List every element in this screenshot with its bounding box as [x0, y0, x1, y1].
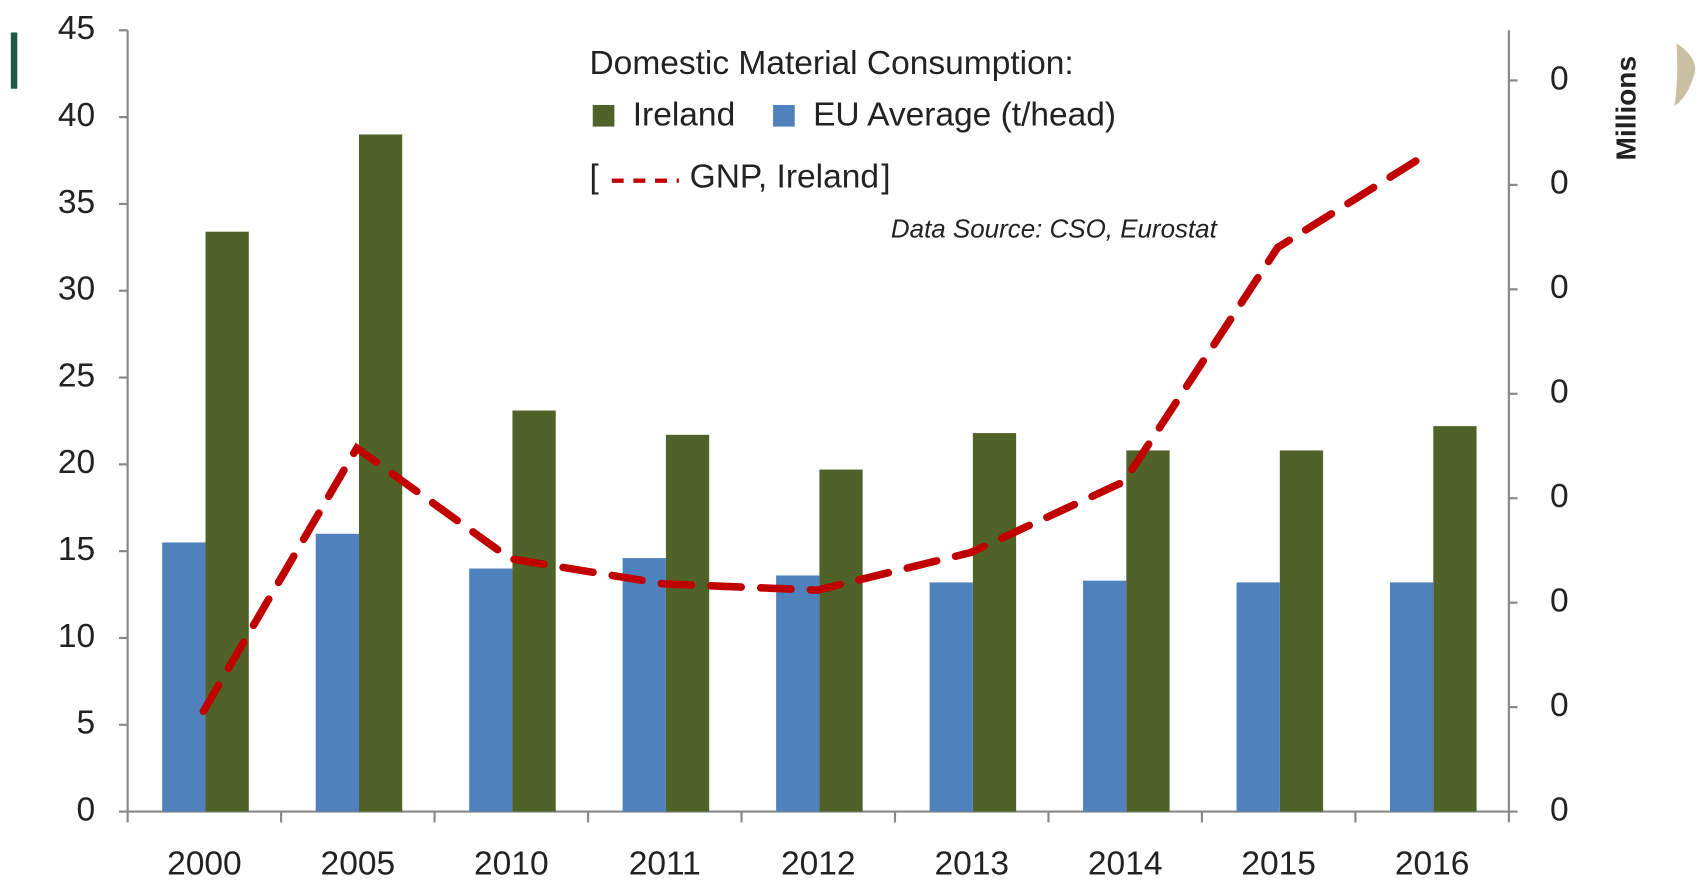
y-tick-label: 10: [58, 618, 95, 655]
bar: [666, 435, 709, 812]
y-tick-label: 40: [58, 97, 95, 134]
bar: [1280, 450, 1323, 811]
y-tick-label: 45: [58, 10, 95, 47]
bar: [469, 569, 512, 812]
legend-label: GNP, Ireland: [690, 158, 879, 195]
bar: [819, 470, 862, 812]
y-tick-label: 0: [77, 791, 96, 828]
bar: [930, 582, 973, 811]
bar: [623, 558, 666, 811]
y-tick-label: 35: [58, 184, 95, 221]
legend-swatch: [773, 105, 795, 127]
y2-tick-label: 0: [1550, 791, 1569, 828]
x-tick-label: 2016: [1395, 846, 1470, 883]
y2-tick-label: 0: [1550, 60, 1569, 97]
legend-label: EU Average (t/head): [813, 97, 1116, 134]
legend-swatch: [593, 105, 615, 127]
y2-tick-label: 0: [1550, 687, 1569, 724]
bar: [1433, 426, 1476, 811]
x-tick-label: 2014: [1088, 846, 1163, 883]
y2-tick-label: 0: [1550, 269, 1569, 306]
x-tick-label: 2005: [321, 846, 396, 883]
x-tick-label: 2012: [781, 846, 856, 883]
y2-tick-label: 0: [1550, 374, 1569, 411]
bar: [776, 575, 819, 811]
x-tick-label: 2000: [167, 846, 242, 883]
legend-title: Domestic Material Consumption:: [589, 45, 1073, 82]
y-tick-label: 15: [58, 531, 95, 568]
bar: [1083, 581, 1126, 812]
y-tick-label: 5: [77, 705, 96, 742]
bar: [973, 433, 1016, 811]
bar: [162, 542, 205, 811]
y2-tick-label: 0: [1550, 583, 1569, 620]
x-tick-label: 2015: [1241, 846, 1316, 883]
y2-axis-title: Millions: [1610, 56, 1641, 161]
y-tick-label: 20: [58, 444, 95, 481]
bar: [1126, 450, 1169, 811]
chart: Domestic Material Consumption: Data Sour…: [0, 0, 1696, 883]
bar: [1237, 582, 1280, 811]
legend-label: Ireland: [633, 97, 735, 134]
y2-tick-label: 0: [1550, 478, 1569, 515]
bar: [512, 411, 555, 812]
y-tick-label: 25: [58, 357, 95, 394]
x-tick-label: 2011: [629, 846, 701, 883]
annotation: Data Source: CSO, Eurostat: [891, 213, 1219, 243]
legend-bracket: [: [589, 158, 599, 195]
bar: [316, 534, 359, 812]
bar: [1390, 582, 1433, 811]
x-tick-label: 2010: [474, 846, 549, 883]
decor-bar: [11, 32, 17, 88]
y-tick-label: 30: [58, 271, 95, 308]
legend-bracket: ]: [881, 158, 890, 195]
bar: [206, 232, 249, 812]
decor-feather: [1674, 43, 1695, 106]
y2-tick-label: 0: [1550, 165, 1569, 202]
x-tick-label: 2013: [934, 846, 1009, 883]
